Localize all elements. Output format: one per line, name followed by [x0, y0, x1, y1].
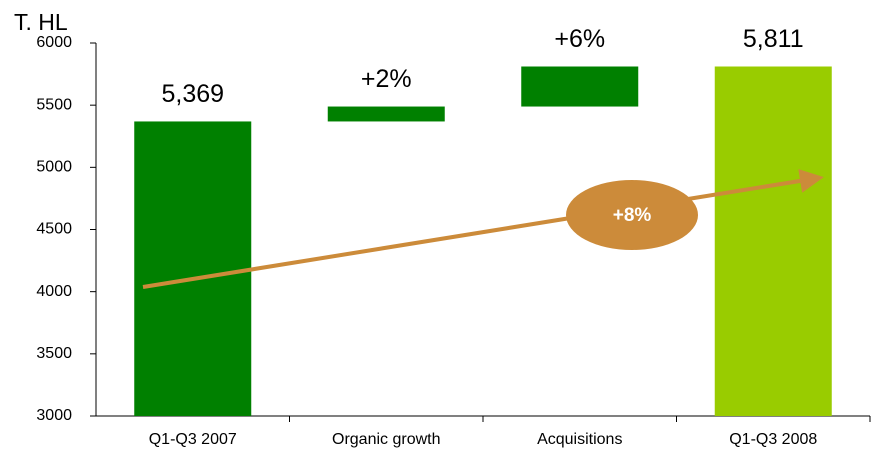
- value-label: +2%: [361, 65, 412, 93]
- trend-arrow: [142, 169, 824, 289]
- bar: [134, 121, 252, 416]
- x-tick-label: Organic growth: [332, 431, 441, 448]
- x-tick-label: Acquisitions: [537, 431, 622, 448]
- y-tick-label: 4500: [36, 221, 72, 238]
- annotation-text: +8%: [613, 205, 652, 226]
- y-tick-label: 3500: [36, 345, 72, 362]
- bar: [714, 66, 832, 417]
- bar: [521, 66, 639, 107]
- annotation-bubble: [566, 180, 698, 250]
- y-tick-label: 3000: [36, 407, 72, 424]
- axis-label: T. HL: [14, 9, 68, 35]
- y-tick-label: 5500: [36, 96, 72, 113]
- y-tick-label: 5000: [36, 159, 72, 176]
- y-tick-label: 4000: [36, 283, 72, 300]
- value-label: +6%: [554, 25, 605, 53]
- bar: [327, 106, 445, 122]
- value-label: 5,811: [743, 25, 804, 53]
- y-tick-label: 6000: [36, 34, 72, 51]
- x-tick-label: Q1-Q3 2007: [149, 431, 237, 448]
- value-label: 5,369: [161, 80, 224, 108]
- x-tick-label: Q1-Q3 2008: [729, 431, 817, 448]
